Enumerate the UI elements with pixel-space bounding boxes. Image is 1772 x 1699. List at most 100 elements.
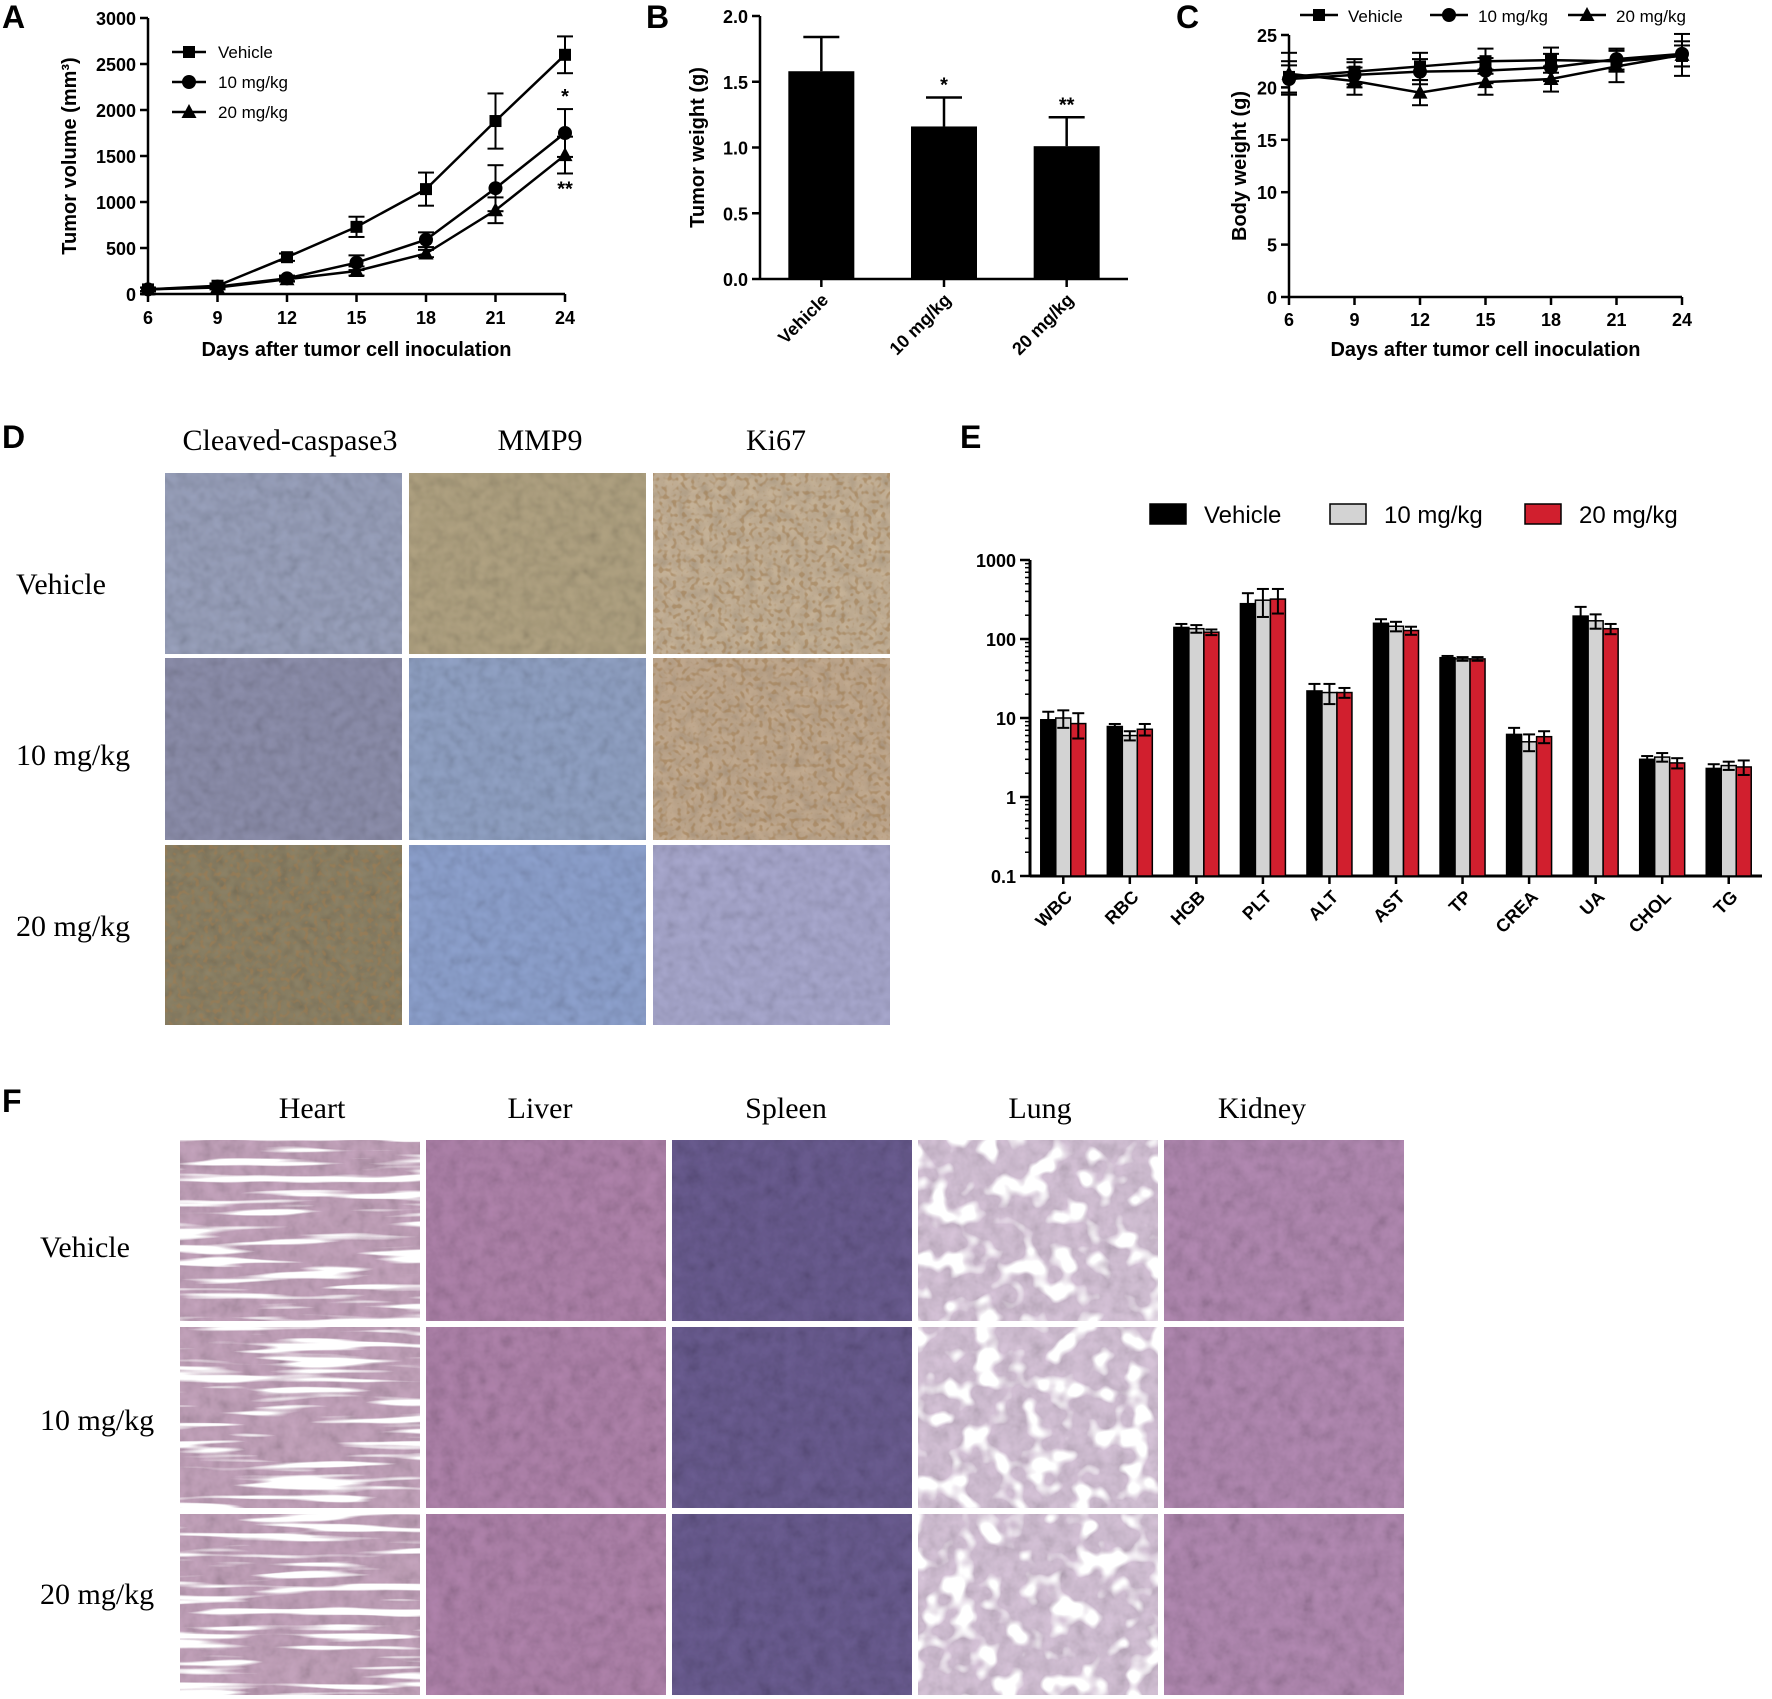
data-point-2 bbox=[279, 271, 295, 286]
bar-1 bbox=[911, 126, 977, 280]
bar-RBC-1 bbox=[1121, 734, 1139, 877]
bar-CHOL-2 bbox=[1668, 762, 1686, 877]
y-tick-label: 0 bbox=[126, 285, 136, 305]
bar-AST-2 bbox=[1402, 629, 1420, 877]
x-tick-label: CHOL bbox=[1625, 887, 1675, 937]
x-tick-label: CREA bbox=[1492, 887, 1542, 937]
data-point-0 bbox=[281, 251, 293, 264]
ihc-image bbox=[409, 845, 646, 1025]
y-tick-label: 2.0 bbox=[723, 7, 748, 27]
bar-WBC-2 bbox=[1070, 722, 1087, 877]
he-image bbox=[1164, 1140, 1404, 1321]
bar-CREA-1 bbox=[1520, 741, 1538, 877]
data-point-2 bbox=[418, 245, 434, 260]
tumor-weight-chart: 0.0 0.5 1.0 1.5 2.0 Tumor weight (g) Vehicle * 1… bbox=[687, 7, 1128, 359]
y-axis-title: Tumor volume (mm³) bbox=[59, 57, 81, 254]
x-tick-label: 24 bbox=[1672, 310, 1692, 330]
he-image bbox=[672, 1327, 912, 1508]
y-tick-label: 1 bbox=[1006, 788, 1016, 808]
bar-TG-1 bbox=[1720, 764, 1737, 877]
bar-PLT-2 bbox=[1269, 598, 1287, 877]
x-tick-label: 10 mg/kg bbox=[886, 290, 955, 359]
data-point-1 bbox=[488, 181, 503, 196]
ihc-image bbox=[653, 845, 890, 1025]
data-point-0 bbox=[559, 48, 571, 61]
x-tick-label: 21 bbox=[1606, 310, 1626, 330]
he-lung-alveoli bbox=[918, 1140, 1158, 1321]
row-label: 10 mg/kg bbox=[16, 739, 130, 772]
data-point-2 bbox=[349, 263, 364, 277]
x-tick-label: AST bbox=[1369, 887, 1409, 927]
panel-letter-e: E bbox=[960, 419, 981, 455]
data-point-2 bbox=[210, 279, 225, 294]
y-tick-label: 0.0 bbox=[723, 270, 748, 290]
y-tick-label: 0.5 bbox=[723, 204, 748, 224]
y-tick-label: 15 bbox=[1257, 131, 1277, 151]
bar-ALT-2 bbox=[1336, 691, 1353, 877]
x-tick-label: HGB bbox=[1167, 887, 1209, 929]
legend-label: Vehicle bbox=[1204, 502, 1281, 529]
y-tick-label: 10 bbox=[1257, 183, 1277, 203]
panel-letter-c: C bbox=[1176, 0, 1199, 35]
data-point-2 bbox=[1347, 73, 1362, 88]
column-header: Liver bbox=[508, 1092, 573, 1125]
column-header: Ki67 bbox=[746, 424, 806, 457]
bar-ALT-1 bbox=[1321, 691, 1338, 877]
bar-PLT-0 bbox=[1239, 602, 1257, 877]
he-heart-fibers bbox=[180, 1514, 420, 1695]
bar-TG-2 bbox=[1735, 766, 1752, 877]
legend-label: Vehicle bbox=[1348, 7, 1403, 26]
legend-label: 10 mg/kg bbox=[218, 73, 288, 92]
he-lung-alveoli bbox=[918, 1327, 1158, 1508]
y-tick-label: 1.0 bbox=[723, 139, 748, 159]
data-point-2 bbox=[1609, 58, 1624, 73]
data-point-2 bbox=[1674, 46, 1690, 61]
ihc-stain-dots bbox=[653, 658, 890, 840]
significance-mark: * bbox=[561, 86, 569, 108]
bar-UA-0 bbox=[1572, 615, 1589, 877]
x-tick-label: 15 bbox=[1475, 310, 1495, 330]
x-tick-label: 9 bbox=[1349, 310, 1359, 330]
row-label: 20 mg/kg bbox=[16, 910, 130, 943]
bar-PLT-1 bbox=[1254, 599, 1272, 877]
x-tick-label: 21 bbox=[485, 308, 505, 328]
bar-0 bbox=[788, 71, 855, 279]
y-tick-label: 3000 bbox=[96, 9, 136, 29]
y-tick-label: 2500 bbox=[96, 55, 136, 75]
legend-label: 10 mg/kg bbox=[1478, 7, 1548, 26]
x-tick-label: Vehicle bbox=[774, 290, 832, 348]
column-header: Kidney bbox=[1218, 1092, 1306, 1125]
y-tick-label: 0 bbox=[1267, 288, 1277, 308]
ihc-image bbox=[409, 473, 646, 654]
significance-mark: * bbox=[940, 75, 948, 97]
bar-HGB-1 bbox=[1188, 627, 1205, 877]
y-tick-label: 0.1 bbox=[991, 867, 1016, 887]
legend-marker bbox=[1579, 7, 1595, 21]
panel-letter-f: F bbox=[2, 1083, 22, 1119]
y-tick-label: 1000 bbox=[976, 551, 1016, 571]
legend-marker bbox=[1313, 9, 1325, 21]
data-point-2 bbox=[1478, 74, 1493, 89]
bar-AST-1 bbox=[1387, 625, 1405, 877]
x-tick-label: 24 bbox=[555, 308, 575, 328]
bar-UA-1 bbox=[1587, 620, 1604, 877]
x-tick-label: 12 bbox=[277, 308, 297, 328]
legend-label: 20 mg/kg bbox=[218, 103, 288, 122]
x-tick-label: RBC bbox=[1101, 887, 1143, 929]
bar-CHOL-0 bbox=[1638, 758, 1656, 877]
data-point-0 bbox=[489, 115, 502, 128]
x-tick-label: 15 bbox=[346, 308, 366, 328]
ihc-image bbox=[409, 658, 646, 840]
x-tick-label: ALT bbox=[1304, 887, 1342, 925]
column-header: MMP9 bbox=[497, 424, 582, 457]
legend-swatch bbox=[1329, 503, 1367, 525]
x-axis-title: Days after tumor cell inoculation bbox=[201, 339, 511, 361]
ihc-stain-dots bbox=[653, 473, 890, 654]
x-tick-label: 6 bbox=[143, 308, 153, 328]
legend-swatch bbox=[1149, 503, 1187, 525]
panel-letter-a: A bbox=[2, 0, 25, 35]
bar-WBC-1 bbox=[1055, 717, 1072, 877]
x-tick-label: WBC bbox=[1032, 887, 1077, 932]
bar-CHOL-1 bbox=[1653, 756, 1671, 877]
bar-HGB-0 bbox=[1173, 626, 1190, 877]
